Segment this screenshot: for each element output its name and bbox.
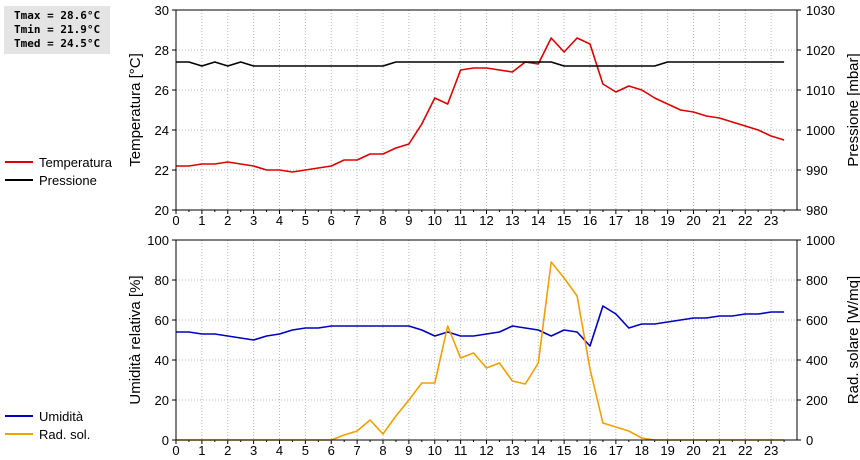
chart2-frame <box>175 239 798 441</box>
chart2-ytick-left-label: 0 <box>162 433 169 448</box>
chart1-ytick-right-label: 1030 <box>806 3 835 18</box>
chart2-ytick-left-label: 80 <box>155 273 169 288</box>
chart1-xtick-label: 18 <box>635 213 649 228</box>
chart1-xtick-label: 17 <box>609 213 623 228</box>
chart1-xtick-label: 22 <box>738 213 752 228</box>
chart1-xtick-label: 7 <box>354 213 361 228</box>
chart1-xtick-label: 16 <box>583 213 597 228</box>
chart1-ytick-right-label: 980 <box>806 203 828 218</box>
chart2-series-1-line <box>176 261 785 441</box>
legend-temperature-swatch <box>5 161 33 163</box>
chart2-ytick-right-label: 0 <box>806 433 813 448</box>
chart1-xtick-label: 10 <box>428 213 442 228</box>
chart1-ytick-left-label: 20 <box>155 203 169 218</box>
chart2-xtick-label: 9 <box>405 443 412 458</box>
chart1-xtick-label: 21 <box>712 213 726 228</box>
chart2-ytick-right-label: 1000 <box>806 233 835 248</box>
chart2-xtick-label: 1 <box>198 443 205 458</box>
chart1-xtick-label: 3 <box>250 213 257 228</box>
chart1-ytick-left-label: 30 <box>155 3 169 18</box>
stats-box: Tmax = 28.6°C Tmin = 21.9°C Tmed = 24.5°… <box>4 6 110 54</box>
chart2-xtick-label: 3 <box>250 443 257 458</box>
chart1-series-1-line <box>176 61 785 67</box>
chart2-xtick-label: 8 <box>379 443 386 458</box>
legend-humidity-label: Umidità <box>39 408 84 424</box>
chart2-ytick-right-label: 200 <box>806 393 828 408</box>
chart2-ytick-left-label: 40 <box>155 353 169 368</box>
chart1-ytick-left-label: 28 <box>155 43 169 58</box>
chart1-xtick-label: 13 <box>505 213 519 228</box>
chart1-xtick-label: 12 <box>479 213 493 228</box>
chart2-xtick-label: 23 <box>764 443 778 458</box>
chart1-xtick-label: 11 <box>454 213 468 228</box>
chart2-xtick-label: 2 <box>224 443 231 458</box>
tmin-label: Tmin = 21.9°C <box>14 23 101 36</box>
chart1-xtick-label: 6 <box>328 213 335 228</box>
chart2-xtick-label: 5 <box>302 443 309 458</box>
chart2-ylabel-left: Umidità relativa [%] <box>127 275 144 404</box>
chart2-xtick-label: 12 <box>479 443 493 458</box>
chart2-xtick-label: 17 <box>609 443 623 458</box>
chart2-series-0-line <box>176 305 785 347</box>
chart1-xtick-label: 15 <box>557 213 571 228</box>
chart1-ytick-left-label: 22 <box>155 163 169 178</box>
chart1-ytick-right-label: 1010 <box>806 83 835 98</box>
chart2-xtick-label: 19 <box>660 443 674 458</box>
chart2-xtick-label: 15 <box>557 443 571 458</box>
chart2-xtick-label: 0 <box>172 443 179 458</box>
chart1-frame <box>175 9 798 211</box>
chart2-xtick-label: 7 <box>354 443 361 458</box>
chart1-xtick-label: 20 <box>686 213 700 228</box>
chart1-ytick-right-label: 1020 <box>806 43 835 58</box>
legend-temperature-label: Temperatura <box>39 154 112 170</box>
chart1-xtick-label: 23 <box>764 213 778 228</box>
chart2-xtick-label: 11 <box>454 443 468 458</box>
legend-radiation: Rad. sol. <box>5 426 90 442</box>
chart2-xtick-label: 20 <box>686 443 700 458</box>
chart1-xtick-label: 19 <box>660 213 674 228</box>
chart2-xtick-label: 10 <box>428 443 442 458</box>
legend-temperature: Temperatura <box>5 154 112 170</box>
chart2-ytick-left-label: 20 <box>155 393 169 408</box>
chart2-ytick-right-label: 600 <box>806 313 828 328</box>
chart1-xtick-label: 4 <box>276 213 283 228</box>
chart1-ytick-left-label: 26 <box>155 83 169 98</box>
chart1-xtick-label: 9 <box>405 213 412 228</box>
chart1-xtick-label: 0 <box>172 213 179 228</box>
chart1-series-0-line <box>176 37 785 173</box>
chart2-ytick-right-label: 400 <box>806 353 828 368</box>
chart2-ytick-left-label: 100 <box>147 233 169 248</box>
chart1-xtick-label: 2 <box>224 213 231 228</box>
chart1-ytick-left-label: 24 <box>155 123 169 138</box>
chart2-xtick-label: 21 <box>712 443 726 458</box>
chart2-ytick-right-label: 800 <box>806 273 828 288</box>
legend-radiation-swatch <box>5 433 33 435</box>
chart1-ylabel-right: Pressione [mbar] <box>845 53 860 166</box>
chart2-ylabel-right: Rad. solare [W/mq] <box>845 276 860 404</box>
chart1-xtick-label: 1 <box>198 213 205 228</box>
chart2-xtick-label: 22 <box>738 443 752 458</box>
chart2-xtick-label: 14 <box>531 443 545 458</box>
legend-humidity-swatch <box>5 415 33 417</box>
chart2-xtick-label: 16 <box>583 443 597 458</box>
tmax-label: Tmax = 28.6°C <box>14 9 101 22</box>
legend-pressure-label: Pressione <box>39 172 97 188</box>
chart1-ylabel-left: Temperatura [°C] <box>127 53 144 167</box>
chart2-xtick-label: 6 <box>328 443 335 458</box>
legend-pressure: Pressione <box>5 172 97 188</box>
legend-humidity: Umidità <box>5 408 83 424</box>
chart2-xtick-label: 18 <box>635 443 649 458</box>
chart1-ytick-right-label: 1000 <box>806 123 835 138</box>
chart1-xtick-label: 14 <box>531 213 545 228</box>
legend-pressure-swatch <box>5 179 33 181</box>
chart1-ytick-right-label: 990 <box>806 163 828 178</box>
chart2-xtick-label: 13 <box>505 443 519 458</box>
tmed-label: Tmed = 24.5°C <box>14 37 101 50</box>
chart2-xtick-label: 4 <box>276 443 283 458</box>
chart2-ytick-left-label: 60 <box>155 313 169 328</box>
chart1-xtick-label: 8 <box>379 213 386 228</box>
legend-radiation-label: Rad. sol. <box>39 426 91 442</box>
chart1-xtick-label: 5 <box>302 213 309 228</box>
